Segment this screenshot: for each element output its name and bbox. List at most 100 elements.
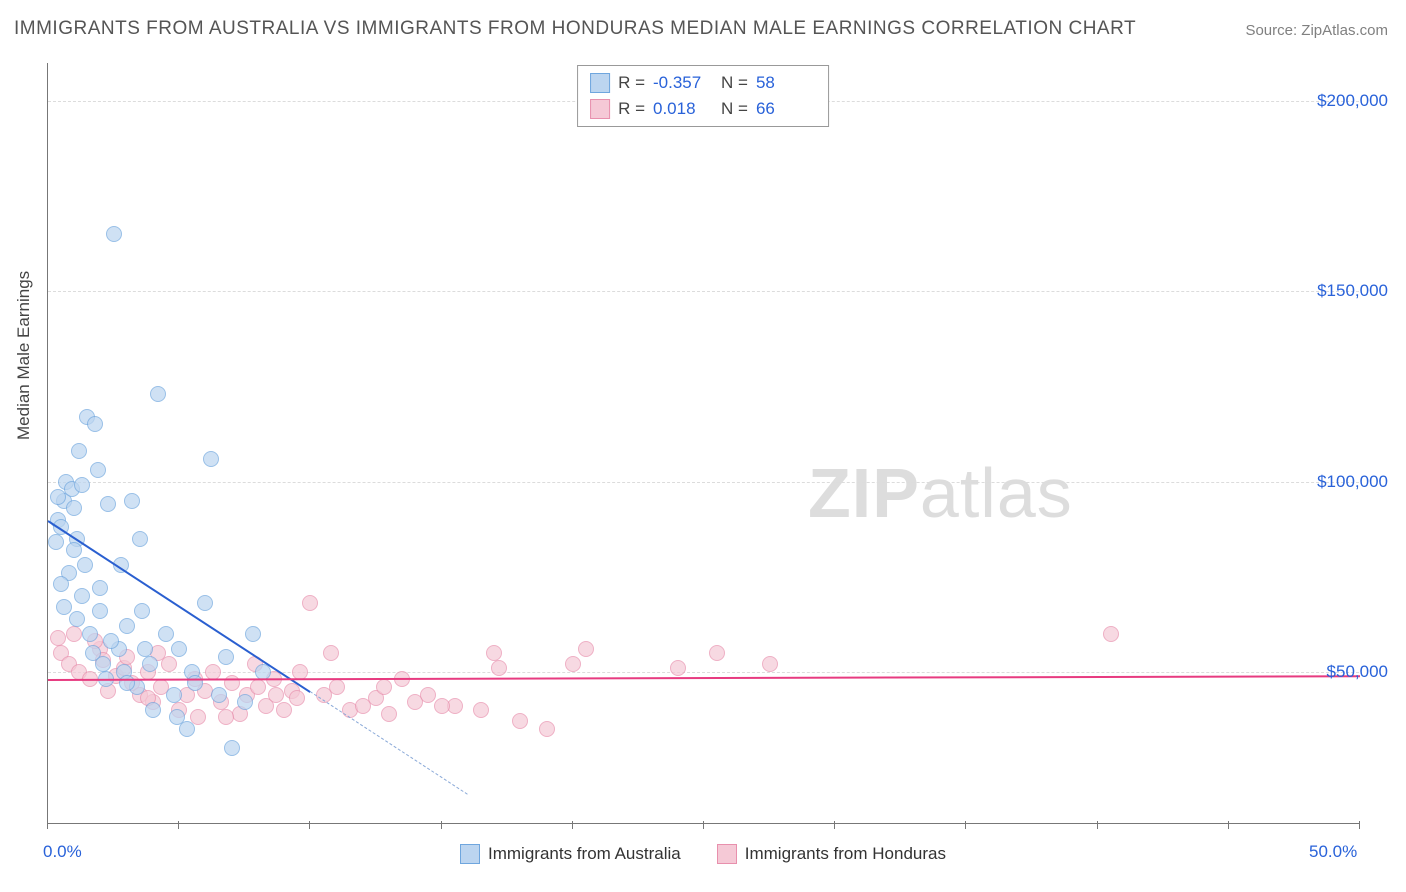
point-australia <box>48 534 64 550</box>
x-tick-mark <box>834 821 835 829</box>
stat-r-label: R = <box>618 73 645 93</box>
point-honduras <box>491 660 507 676</box>
point-honduras <box>205 664 221 680</box>
point-australia <box>103 633 119 649</box>
point-australia <box>197 595 213 611</box>
series-legend-item: Immigrants from Australia <box>460 844 681 864</box>
y-tick-label: $100,000 <box>1317 472 1388 492</box>
gridline-h <box>48 482 1359 483</box>
point-australia <box>171 641 187 657</box>
x-tick-mark <box>1359 821 1360 829</box>
point-australia <box>56 599 72 615</box>
x-tick-mark <box>703 821 704 829</box>
point-australia <box>90 462 106 478</box>
point-australia <box>142 656 158 672</box>
stats-legend: R = -0.357 N = 58 R = 0.018 N = 66 <box>577 65 829 127</box>
point-australia <box>211 687 227 703</box>
point-australia <box>82 626 98 642</box>
x-tick-mark <box>178 821 179 829</box>
point-australia <box>203 451 219 467</box>
point-australia <box>71 443 87 459</box>
point-australia <box>92 603 108 619</box>
point-australia <box>119 675 135 691</box>
point-australia <box>106 226 122 242</box>
point-honduras <box>323 645 339 661</box>
stats-legend-row: R = 0.018 N = 66 <box>590 96 816 122</box>
point-australia <box>150 386 166 402</box>
point-australia <box>169 709 185 725</box>
point-australia <box>237 694 253 710</box>
point-honduras <box>670 660 686 676</box>
point-honduras <box>218 709 234 725</box>
point-honduras <box>268 687 284 703</box>
y-axis-label: Median Male Earnings <box>14 271 34 440</box>
chart-container: IMMIGRANTS FROM AUSTRALIA VS IMMIGRANTS … <box>0 0 1406 892</box>
point-australia <box>77 557 93 573</box>
point-australia <box>158 626 174 642</box>
point-australia <box>53 576 69 592</box>
stat-r-value: -0.357 <box>653 73 713 93</box>
x-tick-label-right: 50.0% <box>1309 842 1357 862</box>
point-australia <box>100 496 116 512</box>
point-australia <box>145 702 161 718</box>
y-tick-label: $50,000 <box>1327 662 1388 682</box>
gridline-h <box>48 672 1359 673</box>
series-legend-item: Immigrants from Honduras <box>717 844 946 864</box>
point-honduras <box>539 721 555 737</box>
y-tick-label: $150,000 <box>1317 281 1388 301</box>
legend-swatch <box>460 844 480 864</box>
point-honduras <box>473 702 489 718</box>
point-australia <box>74 477 90 493</box>
point-honduras <box>376 679 392 695</box>
x-tick-label-left: 0.0% <box>43 842 82 862</box>
x-tick-mark <box>47 821 48 829</box>
x-tick-mark <box>1228 821 1229 829</box>
trendline <box>47 520 310 693</box>
point-australia <box>218 649 234 665</box>
stat-n-value: 66 <box>756 99 816 119</box>
point-honduras <box>329 679 345 695</box>
point-honduras <box>420 687 436 703</box>
point-australia <box>66 542 82 558</box>
point-australia <box>137 641 153 657</box>
x-tick-mark <box>441 821 442 829</box>
point-honduras <box>276 702 292 718</box>
point-honduras <box>289 690 305 706</box>
point-honduras <box>709 645 725 661</box>
point-honduras <box>1103 626 1119 642</box>
point-australia <box>134 603 150 619</box>
point-australia <box>92 580 108 596</box>
x-tick-mark <box>572 821 573 829</box>
stat-r-value: 0.018 <box>653 99 713 119</box>
point-honduras <box>762 656 778 672</box>
point-honduras <box>565 656 581 672</box>
legend-swatch <box>590 73 610 93</box>
point-honduras <box>302 595 318 611</box>
point-honduras <box>512 713 528 729</box>
gridline-h <box>48 291 1359 292</box>
y-tick-label: $200,000 <box>1317 91 1388 111</box>
plot-area: ZIPatlas <box>47 63 1359 824</box>
point-australia <box>69 611 85 627</box>
stat-n-label: N = <box>721 99 748 119</box>
point-honduras <box>381 706 397 722</box>
watermark: ZIPatlas <box>808 453 1073 533</box>
legend-swatch <box>717 844 737 864</box>
series-legend: Immigrants from Australia Immigrants from… <box>0 844 1406 864</box>
stat-n-value: 58 <box>756 73 816 93</box>
point-australia <box>74 588 90 604</box>
point-honduras <box>50 630 66 646</box>
point-australia <box>132 531 148 547</box>
point-honduras <box>66 626 82 642</box>
x-tick-mark <box>965 821 966 829</box>
stat-r-label: R = <box>618 99 645 119</box>
stat-n-label: N = <box>721 73 748 93</box>
point-australia <box>166 687 182 703</box>
point-australia <box>95 656 111 672</box>
point-australia <box>119 618 135 634</box>
legend-swatch <box>590 99 610 119</box>
x-tick-mark <box>1097 821 1098 829</box>
point-australia <box>124 493 140 509</box>
point-honduras <box>486 645 502 661</box>
point-australia <box>245 626 261 642</box>
